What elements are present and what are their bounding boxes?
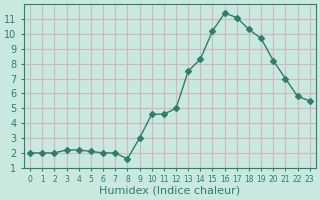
X-axis label: Humidex (Indice chaleur): Humidex (Indice chaleur)	[100, 186, 241, 196]
